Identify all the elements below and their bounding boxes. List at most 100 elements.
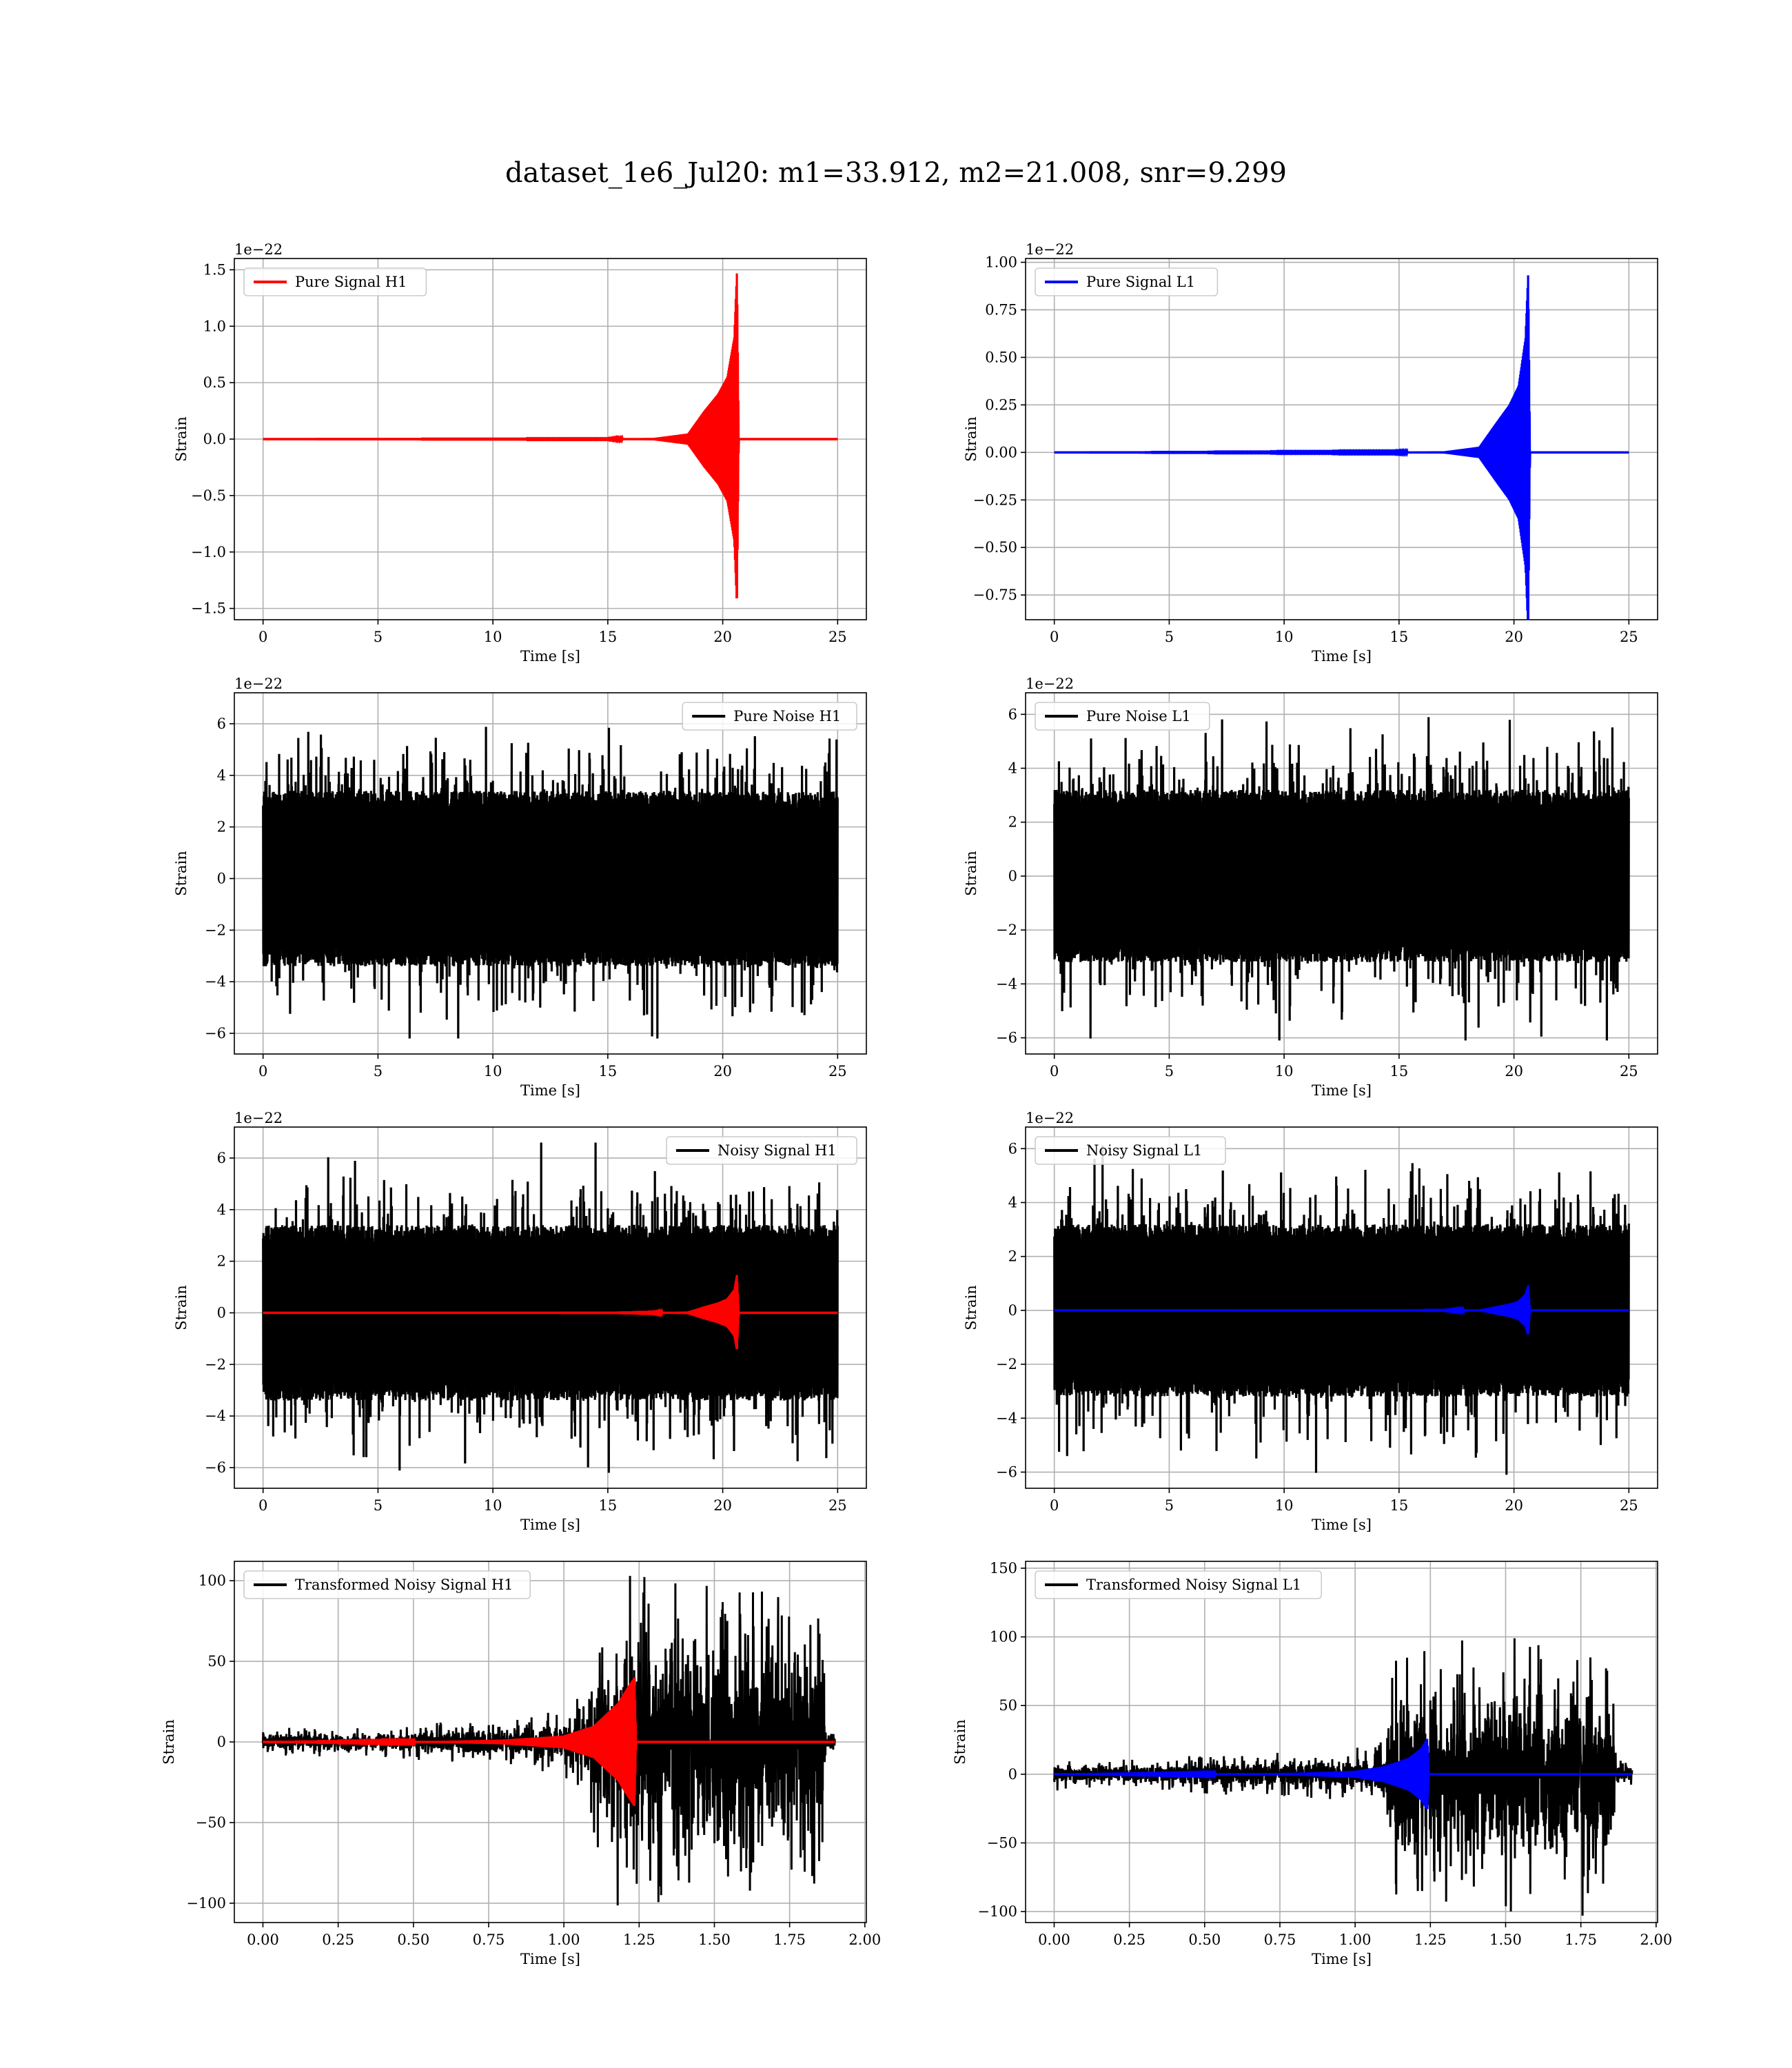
legend-frame bbox=[1035, 267, 1219, 296]
y-tick-label: 0.0 bbox=[203, 431, 226, 447]
y-tick-label: −4 bbox=[996, 1410, 1017, 1426]
series-line bbox=[1053, 1145, 1630, 1475]
x-tick-label: 25 bbox=[1620, 1063, 1638, 1079]
axes-frame bbox=[1025, 258, 1658, 620]
y-tick-label: 100 bbox=[990, 1629, 1017, 1645]
x-tick-label: 2.00 bbox=[848, 1932, 881, 1948]
chart-pure-signal-h1: 0 5 10 15 20 25 1.5 1.0 0.5 0.0 −0.5 −1.0 −1.5 Time [… bbox=[173, 241, 867, 665]
y-tick-label: 1.0 bbox=[203, 318, 226, 334]
x-axis-label: Time [s] bbox=[1312, 648, 1372, 665]
legend-frame bbox=[682, 702, 857, 731]
x-tick-label: 1.25 bbox=[1414, 1932, 1447, 1948]
x-tick-label: 20 bbox=[713, 629, 732, 645]
y-tick-label: −6 bbox=[996, 1030, 1017, 1046]
x-tick-label: 0.25 bbox=[322, 1932, 354, 1948]
x-tick-label: 15 bbox=[598, 1063, 617, 1079]
offset-text: 1e−22 bbox=[234, 676, 283, 692]
x-tick-label: 0.75 bbox=[473, 1932, 505, 1948]
legend: Noisy Signal L1 bbox=[1035, 1136, 1226, 1165]
x-tick-label: 10 bbox=[484, 1063, 502, 1079]
series-group bbox=[262, 1576, 836, 1906]
y-tick-label: 4 bbox=[217, 1202, 226, 1218]
x-axis-label: Time [s] bbox=[1312, 1082, 1372, 1099]
y-tick-label: 1.00 bbox=[985, 254, 1017, 271]
series-group bbox=[262, 727, 839, 1039]
x-tick-label: 5 bbox=[374, 629, 383, 645]
x-tick-label: 5 bbox=[374, 1063, 383, 1079]
x-tick-label: 25 bbox=[828, 629, 847, 645]
legend-label: Noisy Signal L1 bbox=[1086, 1142, 1202, 1159]
y-tick-label: −0.50 bbox=[973, 539, 1017, 556]
x-tick-label: 0.50 bbox=[397, 1932, 429, 1948]
x-tick-label: 15 bbox=[1389, 1497, 1408, 1514]
axes-frame bbox=[1025, 692, 1658, 1055]
x-tick-label: 1.50 bbox=[1489, 1932, 1522, 1948]
legend: Pure Noise L1 bbox=[1035, 702, 1210, 731]
x-axis-label: Time [s] bbox=[520, 1517, 580, 1533]
y-tick-label: 6 bbox=[217, 716, 226, 732]
series-line bbox=[1053, 717, 1630, 1041]
y-tick-label: 6 bbox=[1008, 1140, 1017, 1157]
x-tick-label: 10 bbox=[1275, 1497, 1294, 1514]
y-tick-label: 0.5 bbox=[203, 374, 226, 391]
y-tick-label: 0 bbox=[1008, 1766, 1017, 1783]
x-axis-label: Time [s] bbox=[1312, 1517, 1372, 1533]
y-tick-label: −0.25 bbox=[973, 491, 1017, 508]
y-tick-label: −2 bbox=[996, 922, 1017, 938]
x-tick-label: 1.75 bbox=[773, 1932, 806, 1948]
series-line bbox=[262, 727, 839, 1039]
chart-transformed-noisy-signal-h1: 0.00 0.25 0.50 0.75 1.00 1.25 1.50 1.75 2.00 100 5… bbox=[161, 1561, 881, 1967]
x-tick-label: 20 bbox=[1505, 1063, 1523, 1079]
y-tick-label: −4 bbox=[205, 1408, 226, 1424]
x-tick-label: 20 bbox=[713, 1497, 732, 1514]
y-tick-label: 100 bbox=[198, 1572, 226, 1589]
figure-title: dataset_1e6_Jul20: m1=33.912, m2=21.008,… bbox=[505, 157, 1287, 189]
legend-frame bbox=[666, 1136, 857, 1165]
x-tick-label: 1.00 bbox=[548, 1932, 580, 1948]
plot-area bbox=[1026, 258, 1658, 620]
y-tick-label: 2 bbox=[217, 819, 226, 835]
x-tick-label: 10 bbox=[1275, 629, 1294, 645]
y-tick-label: −1.5 bbox=[191, 600, 226, 617]
axes-frame bbox=[1025, 1126, 1658, 1489]
x-tick-label: 0.00 bbox=[1038, 1932, 1070, 1948]
x-tick-label: 5 bbox=[1165, 1497, 1174, 1514]
x-axis-label: Time [s] bbox=[1312, 1951, 1372, 1967]
y-axis-label: Strain bbox=[963, 851, 979, 896]
y-tick-label: −2 bbox=[996, 1356, 1017, 1372]
axes-frame bbox=[234, 692, 867, 1055]
x-tick-label: 5 bbox=[1165, 629, 1174, 645]
x-tick-label: 1.25 bbox=[623, 1932, 655, 1948]
legend-label: Pure Signal L1 bbox=[1086, 274, 1195, 290]
x-tick-label: 0.75 bbox=[1264, 1932, 1296, 1948]
y-tick-label: 0 bbox=[217, 1304, 226, 1321]
series-group bbox=[1053, 1145, 1630, 1475]
y-tick-label: 0 bbox=[1008, 1302, 1017, 1319]
y-tick-label: 0 bbox=[1008, 868, 1017, 884]
y-tick-label: −4 bbox=[205, 973, 226, 990]
x-tick-label: 20 bbox=[1505, 1497, 1523, 1514]
x-tick-label: 20 bbox=[1505, 629, 1523, 645]
legend: Pure Signal L1 bbox=[1035, 267, 1219, 296]
y-tick-label: 0.00 bbox=[985, 444, 1017, 460]
y-tick-label: 50 bbox=[207, 1653, 226, 1670]
series-group bbox=[1053, 1638, 1633, 1916]
y-tick-label: −100 bbox=[186, 1895, 226, 1912]
x-tick-label: 0.50 bbox=[1188, 1932, 1221, 1948]
y-tick-label: −4 bbox=[996, 975, 1017, 992]
x-axis-label: Time [s] bbox=[520, 1951, 580, 1967]
y-tick-label: −6 bbox=[996, 1464, 1017, 1481]
legend-label: Noisy Signal H1 bbox=[717, 1142, 837, 1159]
y-axis-label: Strain bbox=[173, 1285, 190, 1330]
x-tick-label: 1.00 bbox=[1339, 1932, 1372, 1948]
y-axis-label: Strain bbox=[173, 416, 190, 462]
offset-text: 1e−22 bbox=[1026, 241, 1074, 258]
x-axis-label: Time [s] bbox=[520, 1082, 580, 1099]
x-tick-label: 10 bbox=[484, 1497, 502, 1514]
y-tick-label: −6 bbox=[205, 1025, 226, 1042]
offset-text: 1e−22 bbox=[234, 1110, 283, 1126]
legend-label: Pure Noise H1 bbox=[733, 708, 841, 724]
